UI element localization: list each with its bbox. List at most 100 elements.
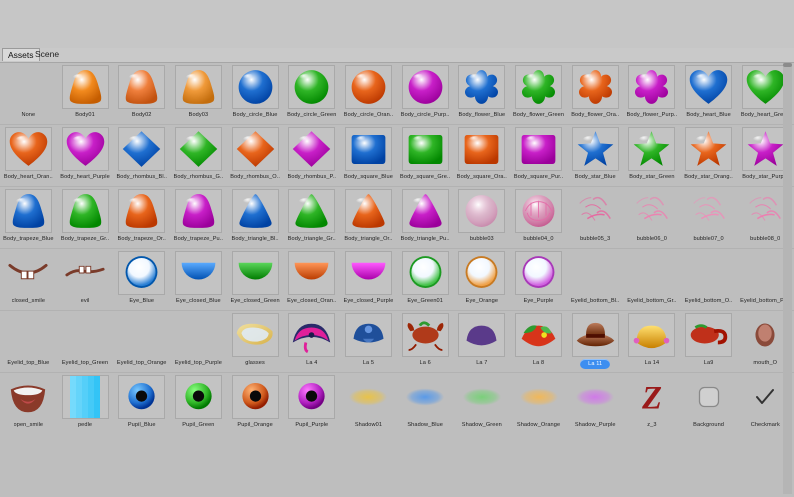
asset-label[interactable]: Body_trapeze_Gr.. <box>60 236 110 242</box>
asset-label[interactable]: Eyelid_top_Blue <box>7 360 50 366</box>
asset-label[interactable]: Eyelid_bottom_O.. <box>684 298 733 304</box>
asset-item[interactable]: open_smile <box>0 373 57 429</box>
asset-thumbnail[interactable] <box>174 65 222 109</box>
asset-label[interactable]: Eye_closed_Blue <box>176 298 221 304</box>
asset-label[interactable]: Shadow_Blue <box>407 422 443 428</box>
asset-thumbnail[interactable] <box>118 251 166 295</box>
asset-item[interactable]: Eye_Orange <box>454 249 511 305</box>
asset-thumbnail[interactable] <box>231 313 279 357</box>
asset-thumbnail[interactable] <box>571 127 619 171</box>
asset-item[interactable]: Body_star_Blue <box>567 125 624 181</box>
asset-thumbnail[interactable] <box>344 189 392 233</box>
asset-thumbnail[interactable] <box>174 251 222 295</box>
asset-label[interactable]: Shadow_Orange <box>516 422 561 428</box>
asset-item[interactable]: Body_star_Green <box>624 125 681 181</box>
asset-label[interactable]: open_smile <box>13 422 44 428</box>
asset-thumbnail[interactable] <box>515 251 563 295</box>
asset-item[interactable]: bubble03 <box>454 187 511 243</box>
asset-thumbnail[interactable] <box>118 189 166 233</box>
asset-item[interactable]: Body_flower_Ora.. <box>567 63 624 119</box>
asset-label[interactable]: Eyelid_bottom_Pu.. <box>740 298 791 304</box>
asset-thumbnail[interactable] <box>685 189 732 233</box>
asset-label[interactable]: Body_triangle_Or.. <box>344 236 393 242</box>
asset-label[interactable]: Body_triangle_Bl.. <box>231 236 279 242</box>
asset-thumbnail[interactable] <box>231 65 279 109</box>
asset-label[interactable]: Eyelid_top_Purple <box>174 360 222 366</box>
asset-thumbnail[interactable] <box>344 127 392 171</box>
asset-item[interactable]: Body_square_Blue <box>340 125 397 181</box>
asset-label[interactable]: Body_heart_Green <box>740 112 790 118</box>
asset-item[interactable]: Shadow_Orange <box>510 373 567 429</box>
asset-item[interactable]: Eye_closed_Blue <box>170 249 227 305</box>
asset-thumbnail[interactable] <box>61 375 109 419</box>
asset-thumbnail[interactable] <box>5 375 52 419</box>
asset-thumbnail[interactable] <box>685 375 732 419</box>
asset-item[interactable]: pedle <box>57 373 114 429</box>
asset-item[interactable]: Body03 <box>170 63 227 119</box>
asset-thumbnail[interactable] <box>174 375 222 419</box>
asset-thumbnail[interactable] <box>572 375 619 419</box>
asset-label[interactable]: Eye_closed_Oran.. <box>287 298 337 304</box>
asset-item[interactable]: Eyelid_bottom_Pu.. <box>737 249 794 305</box>
asset-item[interactable]: closed_smile <box>0 249 57 305</box>
asset-thumbnail[interactable] <box>288 189 336 233</box>
asset-item[interactable]: Shadow_Purple <box>567 373 624 429</box>
asset-label[interactable]: Body_rhombus_Bl.. <box>116 174 167 180</box>
asset-item[interactable]: La 11 <box>567 311 624 369</box>
asset-thumbnail[interactable] <box>175 313 222 357</box>
asset-thumbnail[interactable] <box>458 127 506 171</box>
asset-item[interactable]: Body_triangle_Or.. <box>340 187 397 243</box>
asset-item[interactable]: Checkmark <box>737 373 794 429</box>
asset-label[interactable]: Body_heart_Purple <box>60 174 110 180</box>
asset-label[interactable]: Body_trapeze_Or.. <box>117 236 166 242</box>
asset-thumbnail[interactable] <box>344 251 392 295</box>
asset-thumbnail[interactable] <box>458 251 506 295</box>
asset-label[interactable]: bubble06_0 <box>636 236 668 242</box>
asset-label[interactable]: Body_trapeze_Pu.. <box>173 236 224 242</box>
asset-item[interactable]: Eyelid_top_Orange <box>113 311 170 369</box>
asset-item[interactable]: evil <box>57 249 114 305</box>
asset-thumbnail[interactable] <box>572 251 619 295</box>
asset-label[interactable]: Body_rhombus_G.. <box>173 174 224 180</box>
asset-thumbnail[interactable] <box>458 189 506 233</box>
asset-item[interactable]: Body_rhombus_P.. <box>283 125 340 181</box>
asset-item[interactable]: bubble08_0 <box>737 187 794 243</box>
asset-thumbnail[interactable] <box>4 189 52 233</box>
asset-label[interactable]: Eye_closed_Purple <box>343 298 394 304</box>
asset-item[interactable]: Body_trapeze_Gr.. <box>57 187 114 243</box>
asset-thumbnail[interactable] <box>288 127 336 171</box>
asset-item[interactable]: bubble06_0 <box>624 187 681 243</box>
asset-label[interactable]: Body_rhombus_O.. <box>230 174 280 180</box>
asset-item[interactable]: Body_circle_Green <box>283 63 340 119</box>
asset-label[interactable]: bubble05_3 <box>580 236 611 242</box>
asset-label[interactable]: Shadow_Green <box>461 422 502 428</box>
asset-item[interactable]: Pupil_Green <box>170 373 227 429</box>
asset-label[interactable]: Pupil_Blue <box>127 422 156 428</box>
asset-item[interactable]: Shadow01 <box>340 373 397 429</box>
asset-label[interactable]: bubble03 <box>469 236 494 242</box>
scrollbar-thumb[interactable] <box>783 63 792 67</box>
asset-thumbnail[interactable] <box>118 65 166 109</box>
tab-assets[interactable]: Assets <box>2 48 40 61</box>
asset-item[interactable]: Body_heart_Green <box>737 63 794 119</box>
asset-label[interactable]: Body_triangle_Pu.. <box>400 236 450 242</box>
asset-thumbnail[interactable] <box>401 189 449 233</box>
asset-grid-panel[interactable]: None Body01 Body02 Body03 Body_circle_Blue Bo… <box>0 62 794 497</box>
asset-thumbnail[interactable] <box>515 313 563 357</box>
asset-thumbnail[interactable] <box>401 251 449 295</box>
asset-item[interactable]: Body_flower_Green <box>510 63 567 119</box>
vertical-scrollbar[interactable] <box>783 63 792 494</box>
asset-item[interactable]: Eye_closed_Green <box>227 249 284 305</box>
asset-thumbnail[interactable] <box>174 189 222 233</box>
asset-thumbnail[interactable] <box>458 375 505 419</box>
asset-item[interactable]: Pupil_Orange <box>227 373 284 429</box>
asset-label[interactable]: Eye_Orange <box>465 298 499 304</box>
asset-label[interactable]: Body_flower_Purp.. <box>626 112 678 118</box>
asset-thumbnail[interactable] <box>571 65 619 109</box>
asset-thumbnail[interactable] <box>5 65 52 109</box>
asset-label[interactable]: Body_heart_Oran.. <box>3 174 53 180</box>
asset-item[interactable]: Pupil_Purple <box>283 373 340 429</box>
asset-label[interactable]: pedle <box>77 422 93 428</box>
asset-item[interactable]: Body_square_Ora.. <box>454 125 511 181</box>
asset-thumbnail[interactable] <box>231 127 279 171</box>
